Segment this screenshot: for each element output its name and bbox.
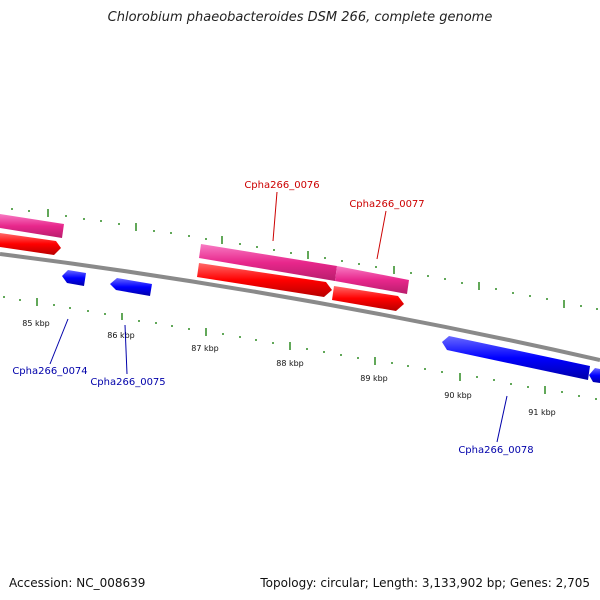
scale-labels: 85 kbp 86 kbp 87 kbp 88 kbp 89 kbp 90 kb… [22,319,556,417]
inner-tick-track [3,296,597,400]
genome-backbone [0,252,600,362]
scale-label-89: 89 kbp [360,374,388,383]
scale-label-86: 86 kbp [107,331,135,340]
accession-text: Accession: NC_008639 [9,576,146,590]
cds-arrow-cpha266-0076[interactable] [197,263,332,297]
cds-arrow-right-partial[interactable] [589,368,600,383]
gene-labels: Cpha266_0076 Cpha266_0077 Cpha266_0074 C… [12,180,533,456]
gene-label-cpha266-0076[interactable]: Cpha266_0076 [244,180,319,191]
gene-feature-cpha266-0077[interactable] [335,266,409,294]
gene-feature-left-partial[interactable] [0,214,64,238]
gene-label-cpha266-0074[interactable]: Cpha266_0074 [12,366,87,377]
gene-track-forward [0,214,409,294]
cds-arrow-cpha266-0074[interactable] [62,270,86,286]
map-title: Chlorobium phaeobacteroides DSM 266, com… [107,10,493,25]
label-leader-lines [49,191,508,443]
cds-arrow-cpha266-0078[interactable] [442,336,590,380]
gene-feature-cpha266-0076[interactable] [199,244,337,281]
gene-label-cpha266-0077[interactable]: Cpha266_0077 [349,199,424,210]
scale-label-87: 87 kbp [191,344,219,353]
cds-track-reverse [62,270,600,383]
cds-track-forward [0,233,404,311]
genome-summary-text: Topology: circular; Length: 3,133,902 bp… [260,576,590,590]
gene-label-cpha266-0075[interactable]: Cpha266_0075 [90,377,165,388]
cds-arrow-cpha266-0077[interactable] [332,286,404,311]
gene-label-cpha266-0078[interactable]: Cpha266_0078 [458,445,533,456]
scale-label-85: 85 kbp [22,319,50,328]
outer-tick-track [11,208,598,310]
scale-label-90: 90 kbp [444,391,472,400]
cds-arrow-left-partial[interactable] [0,233,61,255]
cds-arrow-cpha266-0075[interactable] [110,278,152,296]
scale-label-88: 88 kbp [276,359,304,368]
scale-label-91: 91 kbp [528,408,556,417]
